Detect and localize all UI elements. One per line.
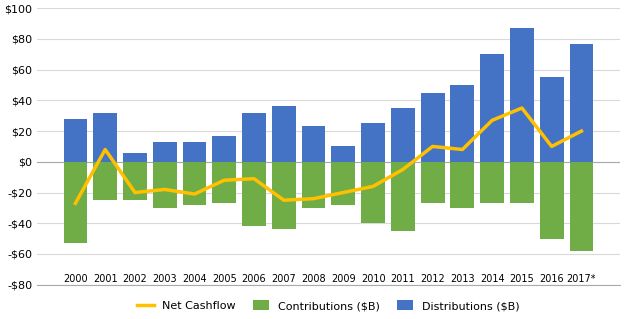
Bar <box>123 162 147 200</box>
Bar <box>242 162 266 226</box>
Net Cashflow <box>72 201 79 205</box>
Net Cashflow <box>578 129 585 133</box>
Net Cashflow <box>489 118 496 122</box>
Bar <box>272 162 296 229</box>
Bar <box>301 126 326 162</box>
Bar <box>331 146 355 162</box>
Net Cashflow <box>310 197 317 201</box>
Bar <box>272 107 296 162</box>
Net Cashflow <box>280 198 288 202</box>
Net Cashflow <box>250 177 258 181</box>
Bar <box>93 162 117 200</box>
Bar <box>153 162 177 208</box>
Bar <box>361 162 385 223</box>
Bar <box>212 136 236 162</box>
Bar <box>93 113 117 162</box>
Bar <box>331 162 355 205</box>
Bar <box>451 162 474 208</box>
Bar <box>570 162 593 251</box>
Net Cashflow <box>518 106 525 110</box>
Net Cashflow <box>369 184 377 188</box>
Net Cashflow <box>339 191 347 195</box>
Bar <box>361 123 385 162</box>
Bar <box>64 162 87 243</box>
Bar <box>391 108 415 162</box>
Bar <box>510 162 534 203</box>
Bar <box>421 162 444 203</box>
Net Cashflow <box>399 167 407 171</box>
Bar <box>510 28 534 162</box>
Bar <box>480 162 504 203</box>
Bar <box>570 43 593 162</box>
Legend: Net Cashflow, Contributions ($B), Distributions ($B): Net Cashflow, Contributions ($B), Distri… <box>132 296 524 315</box>
Net Cashflow <box>102 148 109 152</box>
Bar <box>540 162 563 239</box>
Bar <box>480 54 504 162</box>
Bar <box>153 142 177 162</box>
Bar <box>183 142 207 162</box>
Bar <box>451 85 474 162</box>
Net Cashflow <box>131 191 139 195</box>
Bar <box>123 152 147 162</box>
Bar <box>64 119 87 162</box>
Bar <box>421 93 444 162</box>
Bar <box>301 162 326 208</box>
Bar <box>183 162 207 205</box>
Net Cashflow <box>548 145 555 148</box>
Bar <box>540 77 563 162</box>
Net Cashflow <box>459 148 466 152</box>
Net Cashflow <box>429 145 436 148</box>
Bar <box>212 162 236 203</box>
Net Cashflow <box>191 192 198 196</box>
Line: Net Cashflow: Net Cashflow <box>76 108 582 203</box>
Net Cashflow <box>220 178 228 182</box>
Bar <box>391 162 415 231</box>
Bar <box>242 113 266 162</box>
Net Cashflow <box>161 188 168 191</box>
